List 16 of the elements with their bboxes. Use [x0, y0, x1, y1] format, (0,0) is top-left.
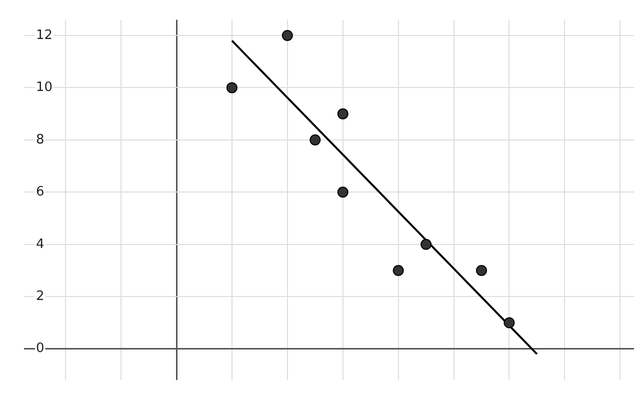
y-tick-label: 10	[36, 80, 53, 96]
point	[282, 30, 293, 41]
y-tick-label: 12	[36, 28, 53, 43]
point	[392, 265, 404, 276]
y-tick-label: 0	[36, 341, 44, 356]
point	[476, 265, 487, 276]
point	[504, 317, 515, 328]
point	[337, 108, 348, 120]
y-tick-label: 6	[36, 184, 44, 200]
point	[337, 186, 348, 198]
point	[420, 238, 432, 250]
y-tick-label: 8	[36, 132, 44, 148]
point	[310, 134, 321, 146]
y-tick-label: 2	[36, 289, 44, 304]
point	[226, 82, 238, 94]
y-tick-label: 4	[36, 236, 44, 252]
